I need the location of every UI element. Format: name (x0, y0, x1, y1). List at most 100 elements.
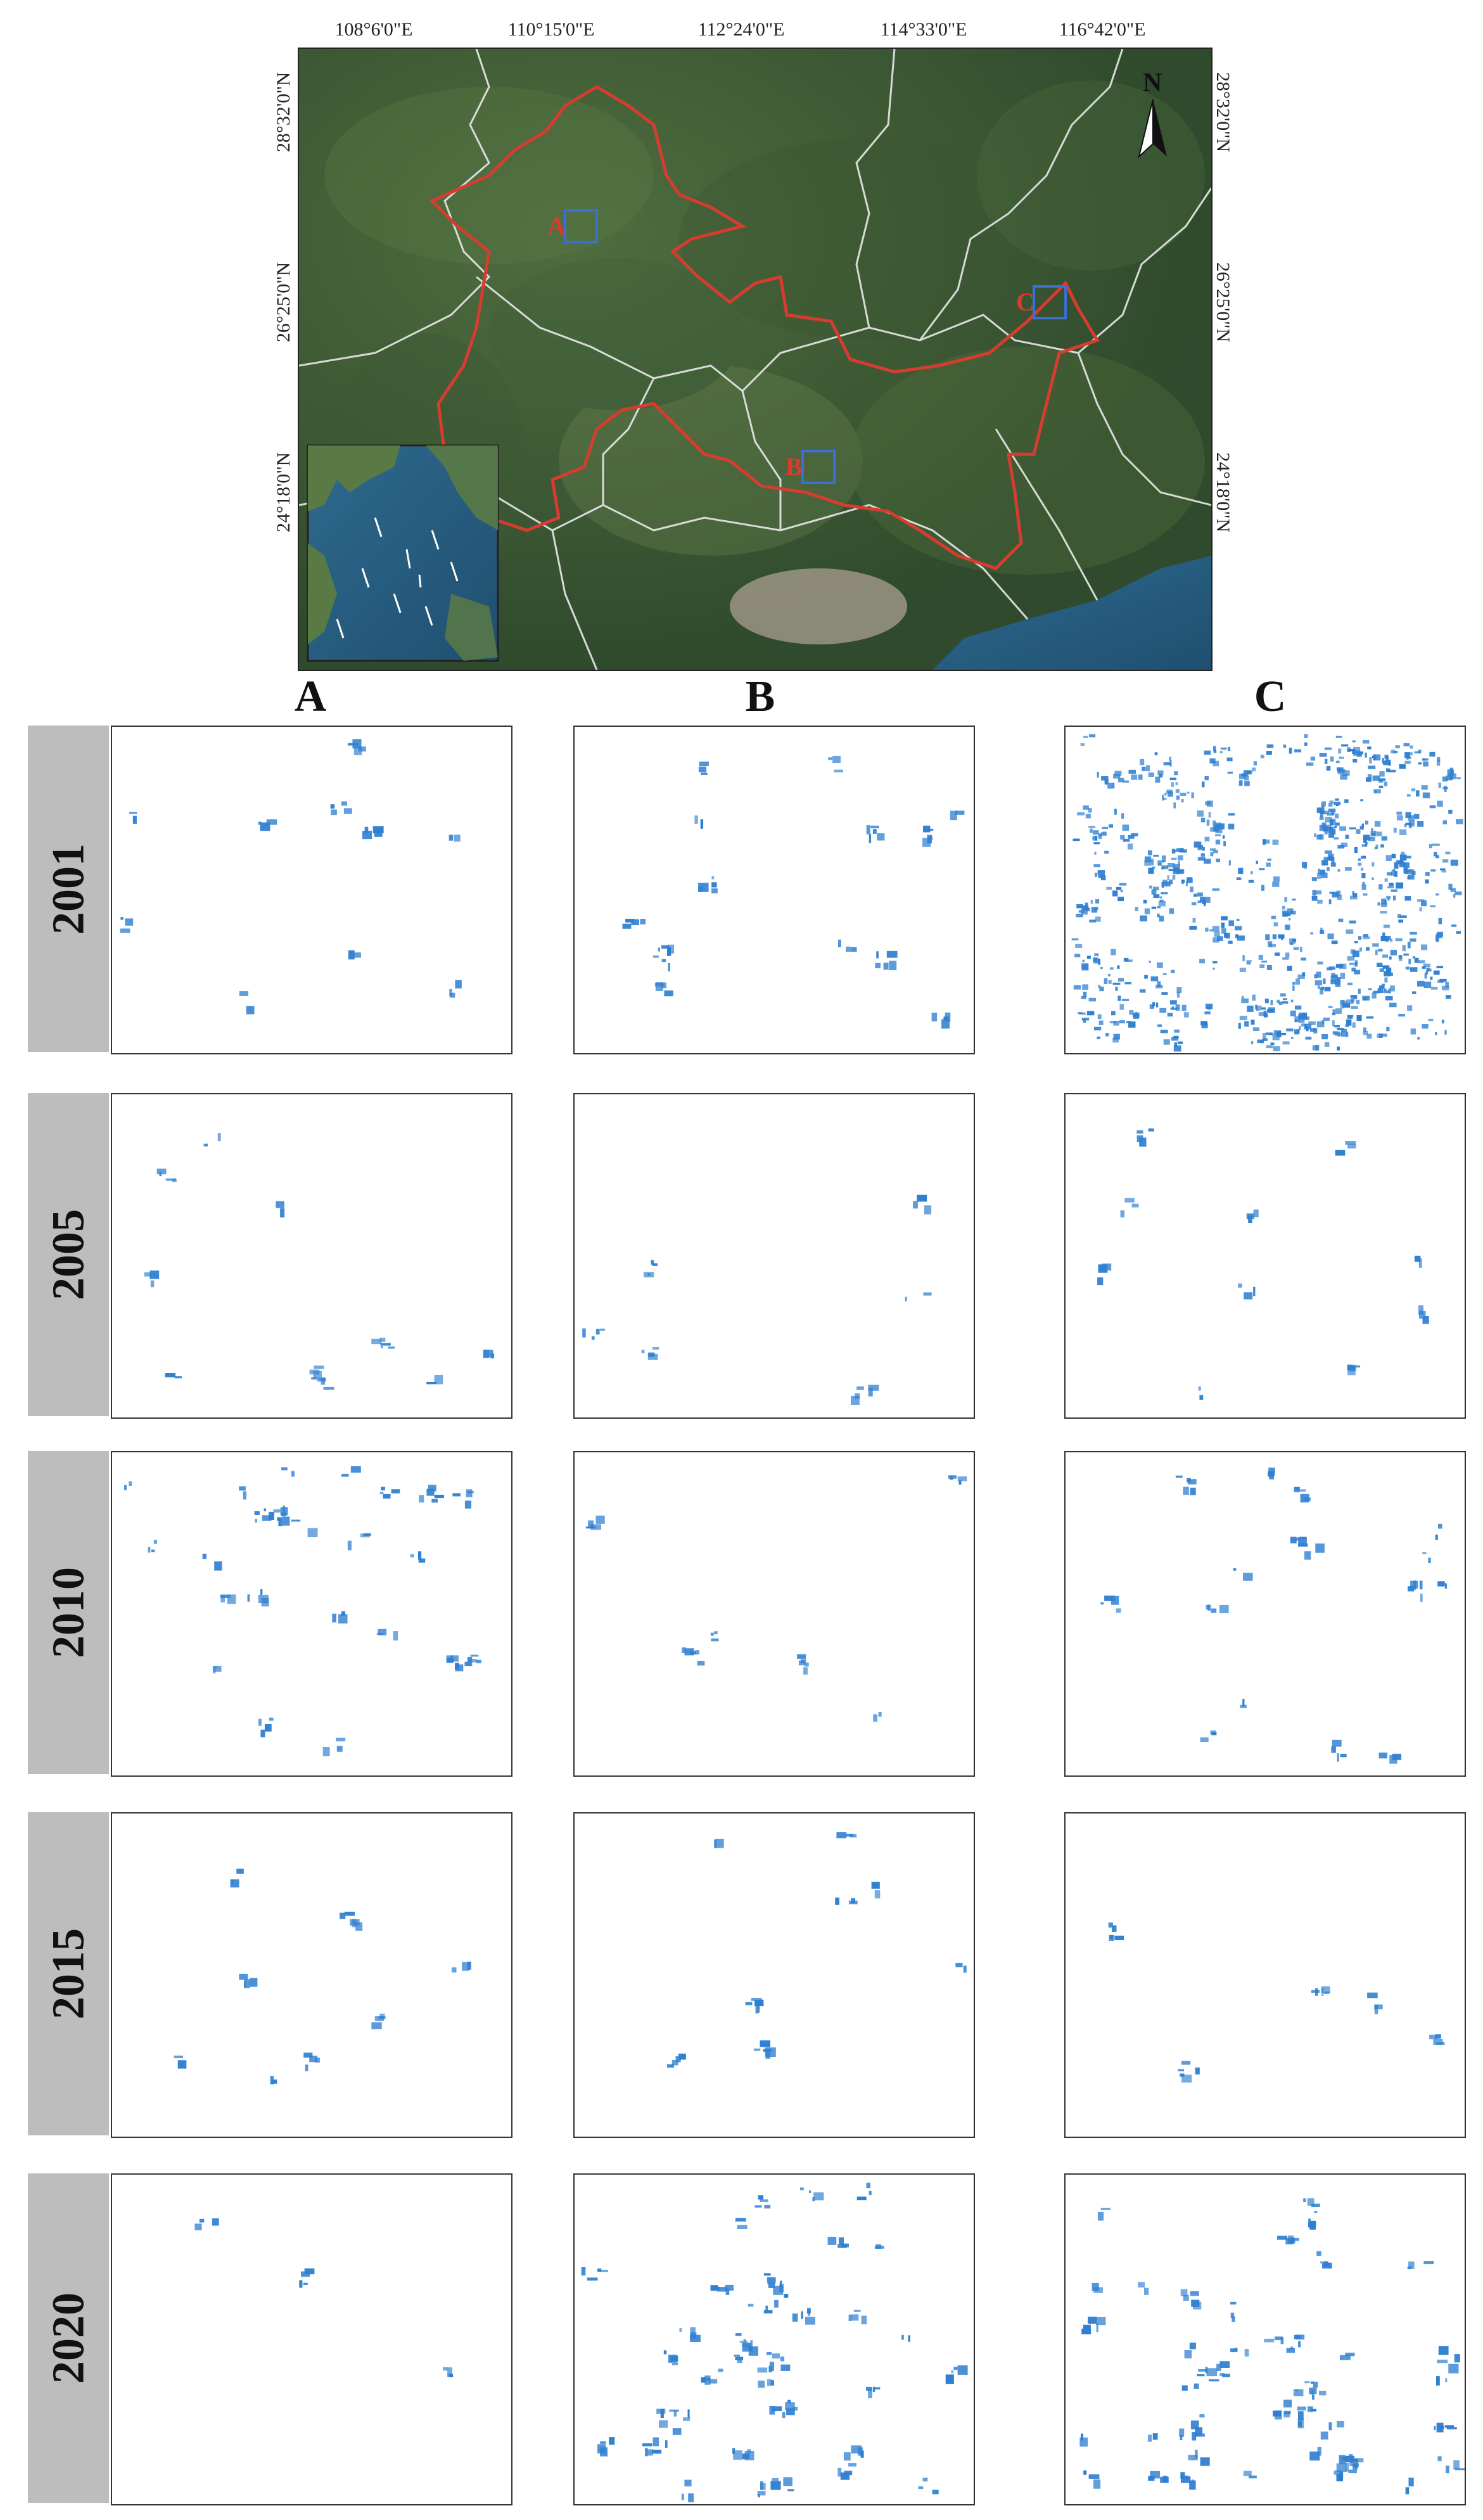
forest-patch (1128, 1021, 1136, 1028)
forest-patch (1253, 1286, 1256, 1296)
forest-patch (1390, 938, 1393, 942)
forest-patch (780, 2364, 791, 2371)
forest-patch (1344, 799, 1349, 803)
forest-patch (1117, 995, 1121, 1001)
forest-patch (1361, 884, 1366, 890)
forest-patch (1234, 2348, 1238, 2350)
forest-patch (1111, 783, 1115, 789)
forest-patch (1331, 1746, 1336, 1753)
forest-patch (1216, 859, 1220, 862)
forest-patch (1423, 761, 1429, 767)
forest-patch (1373, 754, 1377, 760)
forest-patch (772, 2478, 779, 2482)
forest-patch (1389, 883, 1394, 886)
forest-patch (1450, 859, 1458, 866)
forest-patch (347, 743, 358, 746)
forest-patch (378, 1628, 387, 1635)
forest-patch (1171, 848, 1176, 854)
forest-patch (332, 1613, 336, 1623)
forest-patch (258, 821, 262, 825)
forest-patch (383, 1493, 391, 1499)
forest-patch (1342, 770, 1350, 776)
forest-patch (725, 2288, 730, 2295)
forest-patch (1204, 836, 1210, 841)
forest-patch (853, 2310, 861, 2312)
forest-patch (1345, 1141, 1356, 1145)
forest-patch (1241, 995, 1244, 999)
forest-patch (1337, 1028, 1344, 1030)
forest-patch (1290, 999, 1294, 1002)
forest-patch (1253, 761, 1257, 766)
forest-patch (1095, 873, 1098, 877)
forest-patch (1159, 774, 1163, 777)
forest-patch (748, 2303, 754, 2307)
forest-patch (202, 1554, 207, 1559)
forest-patch (174, 1376, 182, 1379)
forest-patch (1418, 1258, 1422, 1268)
forest-patch (1311, 2408, 1317, 2412)
forest-patch (1251, 871, 1253, 874)
forest-patch (1330, 862, 1336, 867)
forest-patch (1157, 860, 1165, 863)
forest-patch (1404, 896, 1411, 901)
forest-patch (1273, 1030, 1282, 1035)
lat-label: 28°32'0"N (273, 72, 294, 153)
forest-patch (1316, 971, 1321, 978)
forest-patch (1330, 975, 1338, 982)
forest-patch (1418, 750, 1422, 753)
forest-patch (1222, 2374, 1230, 2377)
forest-patch (932, 2490, 939, 2495)
forest-patch (1356, 829, 1361, 834)
forest-patch (1320, 2431, 1328, 2440)
forest-patch (667, 2064, 674, 2068)
forest-patch (1072, 838, 1080, 841)
forest-patch (763, 2310, 773, 2313)
forest-patch (1352, 1022, 1356, 1028)
forest-patch (1252, 994, 1256, 1001)
forest-patch (1183, 1487, 1189, 1495)
forest-patch (1224, 933, 1228, 938)
forest-patch (1403, 953, 1409, 956)
forest-patch (683, 2417, 691, 2421)
forest-patch (1238, 867, 1244, 874)
forest-patch (1243, 2471, 1252, 2476)
forest-patch (1420, 900, 1427, 907)
forest-patch (1399, 955, 1403, 961)
forest-patch (1238, 1023, 1241, 1029)
patch-layer (582, 1194, 932, 1405)
forest-patch (1169, 757, 1171, 762)
forest-patch (1285, 952, 1290, 957)
forest-patch (1388, 936, 1391, 940)
forest-patch (941, 1019, 950, 1029)
forest-patch (419, 1495, 424, 1503)
forest-patch (1350, 895, 1358, 900)
forest-patch (1123, 838, 1130, 842)
forest-patch (1071, 938, 1079, 941)
forest-patch (1112, 982, 1121, 985)
forest-patch (1081, 964, 1089, 971)
forest-patch (851, 2314, 859, 2321)
forest-patch (1314, 980, 1322, 986)
forest-patch (1278, 1033, 1287, 1035)
forest-patch (1345, 835, 1349, 839)
forest-patch (1423, 982, 1432, 988)
lon-label: 116°42'0"E (1059, 19, 1146, 40)
forest-patch (1169, 908, 1174, 914)
forest-patch (1223, 841, 1226, 847)
forest-patch (673, 2410, 677, 2417)
forest-patch (587, 2277, 598, 2281)
forest-patch (1187, 1479, 1197, 1485)
forest-patch (714, 1631, 718, 1635)
forest-patch (230, 1879, 239, 1888)
forest-patch (1161, 892, 1168, 895)
forest-patch (1397, 860, 1404, 865)
forest-patch (1372, 992, 1377, 999)
forest-patch (1312, 1045, 1318, 1051)
forest-patch (931, 1013, 938, 1021)
forest-patch (239, 991, 248, 996)
forest-patch (1098, 875, 1104, 879)
forest-patch (1344, 2455, 1355, 2462)
forest-patch (682, 1647, 686, 1653)
forest-patch (733, 2450, 742, 2460)
forest-patch (1233, 1568, 1237, 1571)
